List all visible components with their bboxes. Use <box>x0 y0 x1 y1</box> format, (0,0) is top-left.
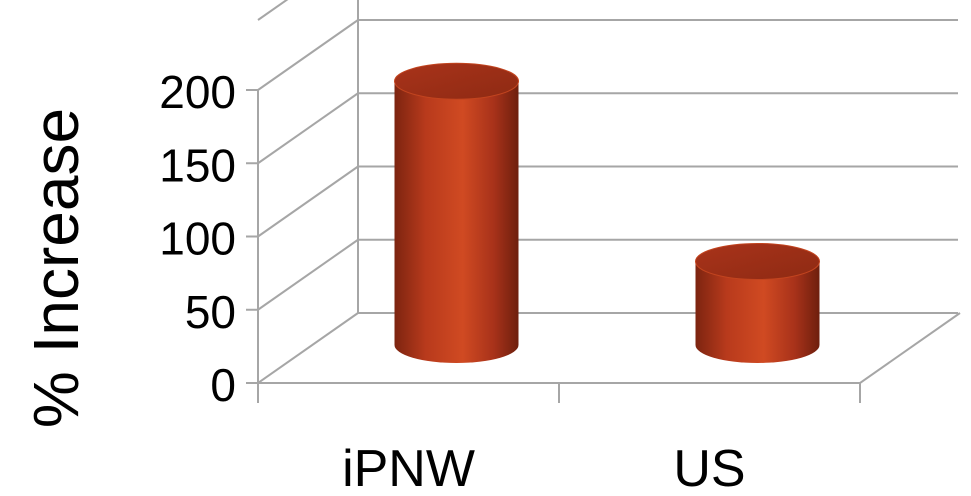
bar-top <box>394 62 519 100</box>
side-gridline <box>257 92 359 165</box>
label-layer: 0 50 100 150 200 iPNW US <box>159 66 745 496</box>
axis-layer <box>246 89 861 403</box>
side-gridline <box>257 165 359 238</box>
x-tick-label: US <box>673 440 745 491</box>
bar-body <box>695 261 820 363</box>
y-tick-label: 50 <box>185 286 236 338</box>
y-tick-label: 0 <box>210 359 236 411</box>
bar-us <box>695 242 820 363</box>
bar-ipnw <box>394 62 519 363</box>
side-gridline <box>257 19 359 91</box>
floor-right-edge <box>859 312 961 384</box>
y-tick-label: 150 <box>159 139 236 191</box>
side-gridline <box>257 238 359 311</box>
bar-layer <box>394 62 820 363</box>
side-gridline <box>257 312 359 384</box>
x-tick-label: iPNW <box>342 440 475 491</box>
bar-top <box>695 242 820 280</box>
y-tick-label: 200 <box>159 66 236 118</box>
bar-body <box>394 81 519 363</box>
y-axis-title: % Increase <box>20 108 92 428</box>
y-tick-label: 100 <box>159 213 236 265</box>
side-top-edge <box>257 0 289 21</box>
grid-layer <box>257 0 961 384</box>
